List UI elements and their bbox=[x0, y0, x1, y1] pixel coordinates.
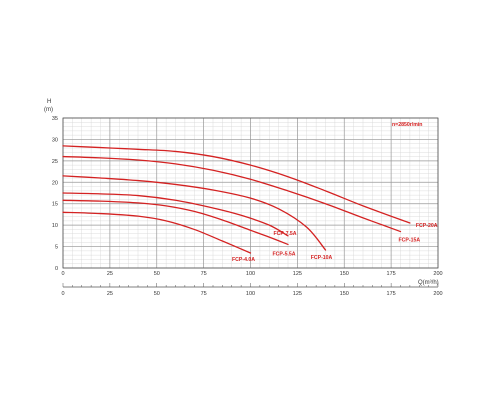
secondary-x-tick-label: 125 bbox=[293, 291, 302, 297]
y-tick-label: 25 bbox=[52, 159, 58, 165]
label-fcp-10a: FCP-10A bbox=[311, 255, 333, 261]
x-tick-label: 50 bbox=[154, 271, 160, 277]
label-fcp-4-0a: FCP-4.0A bbox=[232, 257, 255, 263]
y-tick-labels: 0 5 10 15 20 25 30 35 bbox=[52, 116, 58, 272]
x-tick-label: 150 bbox=[340, 271, 349, 277]
x-tick-label: 75 bbox=[201, 271, 207, 277]
x-tick-label: 25 bbox=[107, 271, 113, 277]
x-tick-label: 125 bbox=[293, 271, 302, 277]
curve-fcp-7-5a bbox=[62, 192, 289, 237]
secondary-x-tick-label: 25 bbox=[107, 291, 113, 297]
secondary-x-tick-label: 0 bbox=[61, 291, 64, 297]
curve-fcp-4-0a bbox=[62, 211, 252, 254]
secondary-x-tick-label: 200 bbox=[433, 291, 442, 297]
x-tick-label: 175 bbox=[387, 271, 396, 277]
y-axis-unit: (m) bbox=[44, 107, 53, 113]
y-axis-title: H bbox=[47, 99, 51, 105]
series-labels: FCP-20A FCP-15A FCP-10A FCP-7.5A FCP-5.5A FCP… bbox=[232, 223, 438, 263]
secondary-x-tick-label: 175 bbox=[387, 291, 396, 297]
secondary-x-tick-label: 50 bbox=[154, 291, 160, 297]
performance-curves bbox=[62, 145, 411, 254]
label-fcp-20a: FCP-20A bbox=[416, 223, 438, 229]
x-tick-label: 200 bbox=[433, 271, 442, 277]
speed-annotation: n=2850r/min bbox=[392, 122, 422, 128]
curve-fcp-15a bbox=[62, 155, 402, 233]
curve-fcp-5-5a bbox=[62, 199, 289, 246]
curve-fcp-10a bbox=[62, 175, 327, 251]
secondary-x-tick-label: 75 bbox=[201, 291, 207, 297]
curve-fcp-20a bbox=[62, 145, 411, 224]
y-tick-label: 5 bbox=[55, 245, 58, 251]
secondary-x-axis bbox=[62, 283, 439, 288]
y-tick-label: 10 bbox=[52, 223, 58, 229]
label-fcp-7-5a: FCP-7.5A bbox=[273, 231, 296, 237]
secondary-x-tick-label: 150 bbox=[340, 291, 349, 297]
x-axis-title: Q(m³/h) bbox=[418, 280, 439, 286]
label-fcp-15a: FCP-15A bbox=[399, 238, 421, 244]
secondary-x-tick-labels: 0 25 50 75 100 125 150 175 200 bbox=[61, 291, 442, 297]
x-tick-labels: 0 25 50 75 100 125 150 175 200 bbox=[61, 271, 442, 277]
label-fcp-5-5a: FCP-5.5A bbox=[272, 251, 295, 257]
y-tick-label: 20 bbox=[52, 180, 58, 186]
y-tick-label: 15 bbox=[52, 202, 58, 208]
x-tick-label: 0 bbox=[61, 271, 64, 277]
y-tick-label: 30 bbox=[52, 137, 58, 143]
x-tick-label: 100 bbox=[246, 271, 255, 277]
y-tick-label: 35 bbox=[52, 116, 58, 122]
y-tick-label: 0 bbox=[55, 266, 58, 272]
secondary-x-tick-label: 100 bbox=[246, 291, 255, 297]
